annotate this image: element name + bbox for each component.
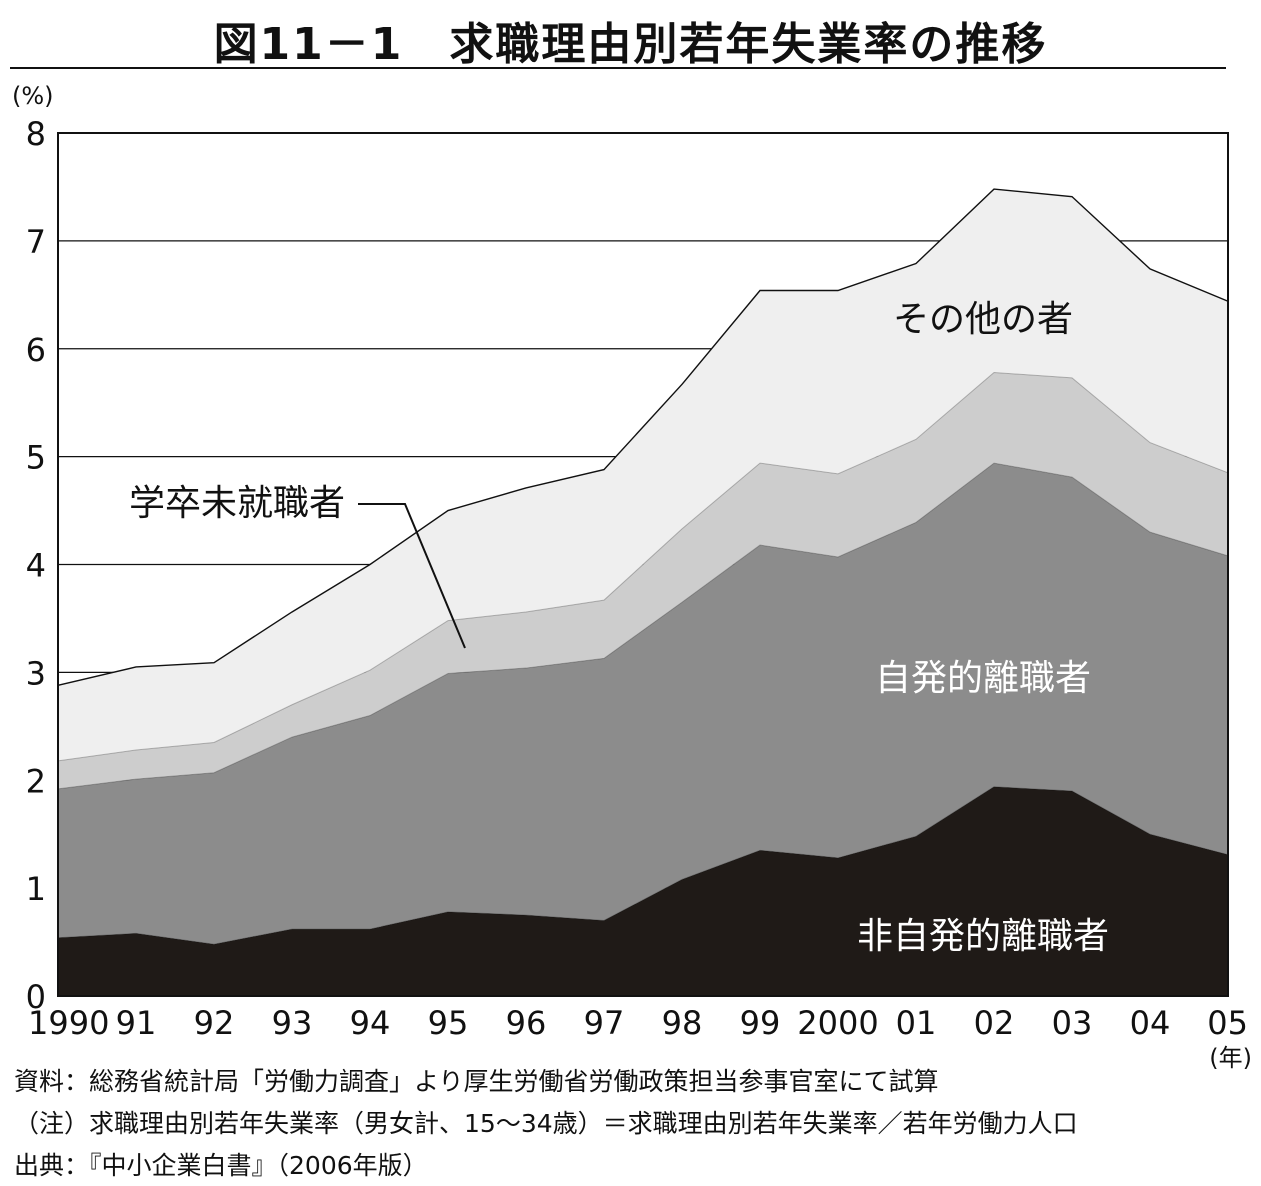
x-tick-label: 2000: [797, 1004, 878, 1042]
area-series-cover-4: [58, 189, 1228, 761]
x-tick-label: 01: [896, 1004, 937, 1042]
y-axis-unit: (%): [12, 82, 54, 110]
y-tick-label: 7: [26, 223, 46, 261]
y-tick-label: 4: [26, 547, 46, 585]
area-series-cover-2: [58, 463, 1228, 945]
graduates-leader-line: [358, 503, 466, 649]
series-edge-3: [57, 371, 1229, 762]
gridline-layer: [58, 189, 1228, 996]
chart-title: 図11－1 求職理由別若年失業率の推移: [213, 19, 1048, 70]
series-label-involuntary: 非自発的離職者: [857, 916, 1109, 957]
y-tick-label: 2: [26, 762, 46, 800]
x-tick-label: 91: [116, 1004, 157, 1042]
x-axis-unit: (年): [1209, 1044, 1252, 1072]
x-tick-label: 98: [662, 1004, 703, 1042]
series-edge-2: [57, 462, 1229, 790]
source-note: 資料：総務省統計局「労働力調査」より厚生労働省労働政策担当参事官室にて試算: [14, 1067, 939, 1096]
x-tick-label: 02: [974, 1004, 1015, 1042]
area-outline-layer: [57, 188, 1229, 945]
series-edge-1: [57, 786, 1229, 945]
title-rule: [10, 67, 1226, 69]
series-label-voluntary: 自発的離職者: [875, 658, 1091, 699]
y-tick-label: 0: [26, 978, 46, 1016]
origin-note: 出典：『中小企業白書』（2006年版）: [14, 1151, 428, 1180]
area-series-cover-3: [58, 372, 1228, 789]
x-tick-label: 92: [194, 1004, 235, 1042]
x-tick-label: 1990: [28, 1004, 109, 1042]
y-tick-label: 3: [26, 654, 46, 692]
x-tick-label: 94: [350, 1004, 391, 1042]
x-tick-label: 93: [272, 1004, 313, 1042]
y-tick-label: 1: [26, 870, 46, 908]
x-tick-label: 05: [1207, 1004, 1248, 1042]
x-tick-label: 04: [1130, 1004, 1171, 1042]
series-label-other: その他の者: [893, 299, 1073, 340]
series-edge-4: [57, 188, 1229, 687]
plot-frame: [57, 132, 1229, 997]
y-tick-label: 8: [26, 115, 46, 153]
series-label-graduates: 学卒未就職者: [129, 483, 345, 524]
area-series-cover-1: [58, 786, 1228, 996]
x-tick-label: 95: [428, 1004, 469, 1042]
annotation-layer: その他の者 学卒未就職者 自発的離職者 非自発的離職者: [129, 299, 1109, 957]
x-tick-labels: 1990 91 92 93 94 95 96 97 98 99 2000 01 02 03 04 05: [28, 1004, 1248, 1042]
y-tick-labels: 0 1 2 3 4 5 6 7 8: [26, 115, 46, 1016]
x-tick-label: 99: [740, 1004, 781, 1042]
x-tick-label: 03: [1052, 1004, 1093, 1042]
y-tick-label: 5: [26, 439, 46, 477]
x-tick-label: 96: [506, 1004, 547, 1042]
y-tick-label: 6: [26, 331, 46, 369]
x-tick-label: 97: [584, 1004, 625, 1042]
definition-note: （注）求職理由別若年失業率（男女計、15～34歳）＝求職理由別若年失業率／若年労…: [14, 1109, 1078, 1138]
